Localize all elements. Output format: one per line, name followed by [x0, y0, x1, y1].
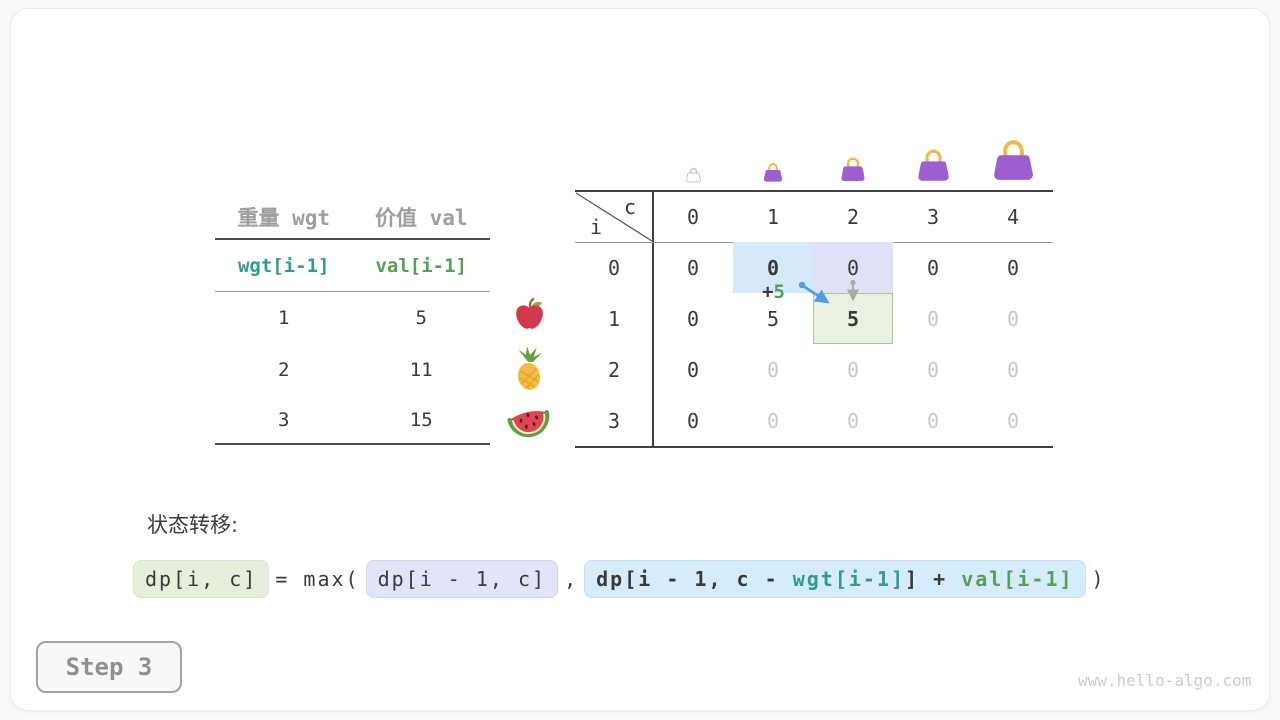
weight-column-header: 重量 wgt	[237, 205, 331, 230]
plus-amount: 5	[773, 281, 785, 303]
pineapple-icon	[510, 345, 548, 396]
dp-cell-2-2: 0	[846, 357, 860, 382]
step-badge-label: Step 3	[65, 653, 153, 681]
transition-heading: 状态转移:	[147, 513, 239, 537]
formula-comma: ,	[564, 567, 579, 591]
bag-icon	[973, 128, 1053, 186]
dp-cell-1-3: 0	[926, 306, 940, 331]
items-table-var-row: wgt[i-1] val[i-1]	[215, 240, 490, 292]
wgt-var-label: wgt[i-1]	[237, 254, 330, 277]
dp-cell-3-4: 0	[1006, 408, 1020, 433]
dp-table-vertical-rule	[652, 192, 654, 446]
dp-cell-1-4: 0	[1006, 306, 1020, 331]
empty-bag-icon	[653, 128, 733, 186]
step-badge: Step 3	[36, 641, 182, 693]
watermark: www.hello-algo.com	[1078, 671, 1252, 690]
take-chip-val-part: val[i-1]	[961, 567, 1074, 591]
row-header-2: 2	[607, 357, 621, 382]
col-header-0: 0	[686, 205, 700, 229]
dp-cell-3-1: 0	[766, 408, 780, 433]
dp-cell-0-4: 0	[1006, 255, 1020, 280]
plus-sign: +	[762, 281, 774, 303]
col-header-4: 4	[1006, 205, 1020, 229]
val-var-label: val[i-1]	[375, 254, 467, 277]
item-1-value: 5	[415, 307, 427, 329]
dp-cell-2-4: 0	[1006, 357, 1020, 382]
transition-formula: dp[i, c] = max( dp[i - 1, c] , dp[i - 1,…	[133, 560, 1112, 598]
row-header-0: 0	[607, 255, 621, 280]
item-2-value: 11	[409, 359, 433, 381]
formula-take-chip: dp[i - 1, c - wgt[i-1]] + val[i-1]	[584, 560, 1086, 598]
items-table: 重量 wgt 价值 val wgt[i-1] val[i-1] 1 5 2 11…	[215, 195, 490, 445]
dp-cell-2-0: 0	[686, 357, 700, 382]
dp-cell-1-1: 5	[766, 306, 780, 331]
apple-icon	[512, 297, 547, 336]
dp-cell-0-3: 0	[926, 255, 940, 280]
dp-corner-cell: c i	[575, 192, 653, 242]
skip-item-arrow	[846, 279, 860, 302]
take-chip-bracket: ]	[905, 567, 920, 591]
item-2-weight: 2	[278, 359, 290, 381]
bag-icon	[733, 128, 813, 186]
value-column-header: 价值 val	[374, 205, 468, 230]
col-header-1: 1	[766, 205, 780, 229]
formula-close-paren: )	[1091, 567, 1106, 591]
dp-cell-3-0: 0	[686, 408, 700, 433]
row-header-1: 1	[607, 306, 621, 331]
item-row-3: 3 15	[215, 396, 490, 445]
row-variable-label: i	[590, 215, 603, 239]
transition-arrows	[798, 279, 860, 304]
row-header-3: 3	[607, 408, 621, 433]
col-variable-label: c	[623, 195, 636, 219]
item-3-weight: 3	[278, 408, 290, 431]
dp-cell-2-3: 0	[926, 357, 940, 382]
item-row-2: 2 11	[215, 344, 490, 396]
bag-icon	[893, 128, 973, 186]
item-row-1: 1 5	[215, 292, 490, 344]
dp-cell-1-0: 0	[686, 306, 700, 331]
dp-cell-0-0: 0	[686, 255, 700, 280]
formula-result-chip: dp[i, c]	[133, 560, 270, 598]
take-item-arrow	[798, 281, 830, 304]
dp-cell-3-3: 0	[926, 408, 940, 433]
col-header-2: 2	[846, 205, 860, 229]
col-header-3: 3	[926, 205, 940, 229]
item-1-weight: 1	[278, 307, 290, 329]
dp-cell-2-1: 0	[766, 357, 780, 382]
capacity-bags-row	[575, 128, 1053, 186]
formula-skip-chip: dp[i - 1, c]	[365, 560, 559, 598]
take-chip-dp-part: dp[i - 1, c -	[596, 567, 793, 591]
bag-icon	[813, 128, 893, 186]
plus-value-annotation: +5	[762, 281, 785, 303]
take-chip-wgt-part: wgt[i-1]	[792, 567, 906, 591]
items-table-header: 重量 wgt 价值 val	[215, 195, 490, 240]
watermelon-icon	[506, 400, 552, 446]
item-3-value: 15	[409, 408, 433, 431]
formula-equals-max: = max(	[275, 567, 360, 591]
dp-cell-3-2: 0	[846, 408, 860, 433]
take-chip-plus: +	[919, 567, 962, 591]
